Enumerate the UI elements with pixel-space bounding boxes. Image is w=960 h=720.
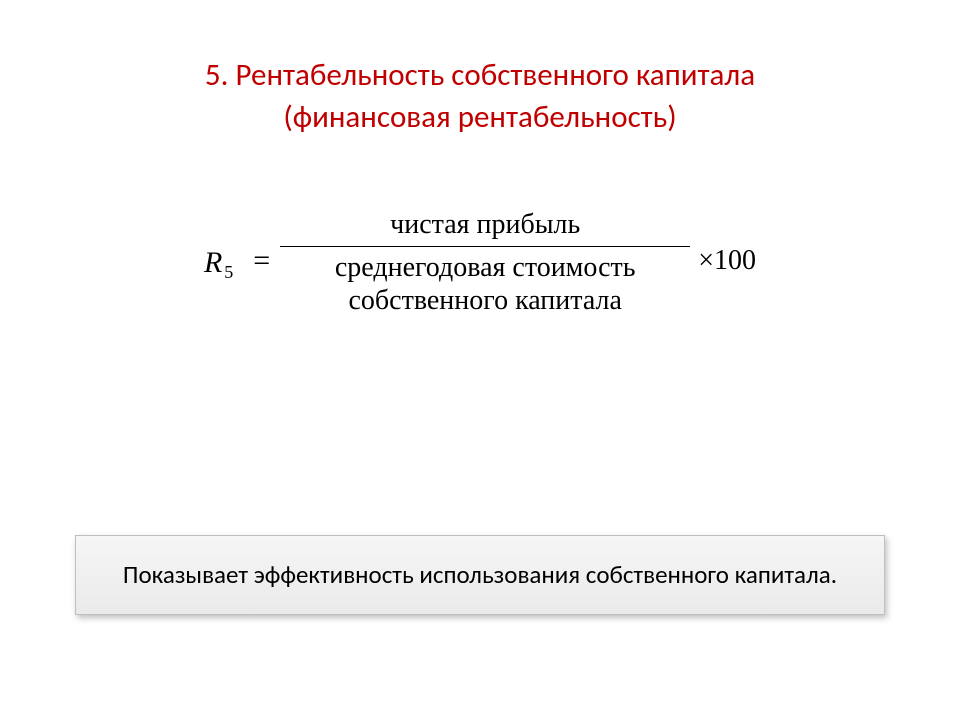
equals-sign: =: [243, 244, 280, 278]
denominator-line-2: собственного капитала: [348, 285, 621, 316]
times-symbol: ×: [698, 245, 714, 276]
title-line-2: (финансовая рентабельность): [283, 98, 676, 136]
slide: 5. Рентабельность собственного капитала …: [0, 0, 960, 720]
lhs-subscript: 5: [224, 262, 233, 283]
numerator: чистая прибыль: [378, 208, 592, 246]
fraction: чистая прибыль среднегодовая стоимость с…: [280, 208, 690, 318]
lhs-symbol: R: [204, 246, 222, 280]
slide-title: 5. Рентабельность собственного капитала …: [0, 0, 960, 139]
description-text: Показывает эффективность использования с…: [123, 559, 837, 590]
title-line-1: 5. Рентабельность собственного капитала: [205, 56, 755, 94]
formula-lhs: R5: [204, 246, 243, 280]
formula: R5 = чистая прибыль среднегодовая стоимо…: [0, 208, 960, 318]
times-value: 100: [714, 245, 756, 276]
description-box: Показывает эффективность использования с…: [75, 535, 885, 615]
multiplier: ×100: [690, 245, 756, 277]
denominator: среднегодовая стоимость собственного кап…: [323, 247, 648, 318]
denominator-line-1: среднегодовая стоимость: [335, 252, 636, 283]
formula-inner: R5 = чистая прибыль среднегодовая стоимо…: [204, 208, 756, 318]
